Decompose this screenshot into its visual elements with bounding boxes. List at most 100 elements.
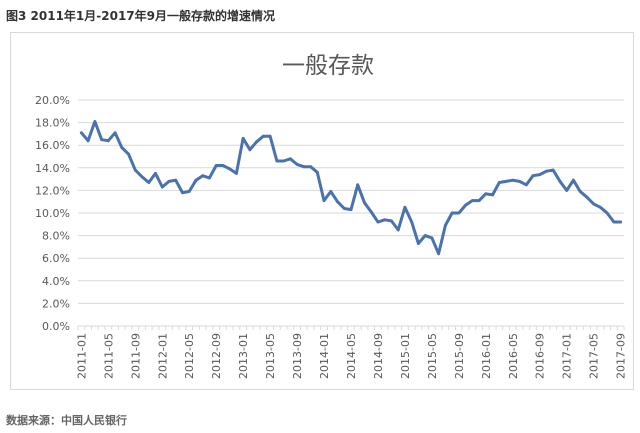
data-point	[282, 159, 285, 163]
data-point	[551, 168, 555, 172]
data-point	[127, 152, 130, 156]
data-point	[423, 234, 427, 238]
data-point	[457, 211, 461, 215]
data-point	[201, 174, 205, 178]
data-point	[565, 189, 569, 192]
y-tick-label: 18.0%	[35, 117, 70, 130]
y-tick-label: 4.0%	[42, 275, 70, 288]
data-point	[356, 183, 360, 187]
data-point	[208, 176, 211, 180]
data-point	[322, 199, 326, 203]
data-point	[235, 172, 238, 175]
data-point	[545, 169, 548, 173]
y-axis-labels: 0.0% 2.0% 4.0% 6.0% 8.0% 10.0% 12.0% 14.0% 16.0%…	[35, 94, 70, 333]
data-point	[80, 131, 83, 135]
data-point	[309, 165, 312, 169]
data-point	[504, 180, 508, 183]
y-tick-label: 0.0%	[42, 320, 70, 333]
x-tick-label: 2012-01	[156, 333, 169, 379]
data-point	[450, 211, 454, 215]
x-tick-label: 2014-01	[318, 333, 331, 379]
data-point	[86, 139, 90, 143]
x-tick-label: 2012-05	[183, 333, 196, 379]
data-point	[390, 219, 393, 223]
data-point	[255, 140, 258, 144]
data-point	[592, 202, 596, 206]
line-chart: 一般存款 0.0% 2.0% 4.0% 6.0% 8.0% 10.0% 12.0% 14.0%…	[35, 53, 628, 379]
y-tick-label: 12.0%	[35, 184, 70, 197]
x-tick-label: 2012-09	[210, 333, 223, 379]
data-point	[538, 173, 542, 177]
data-point	[288, 157, 292, 161]
data-point	[93, 120, 97, 123]
data-point	[315, 170, 319, 174]
data-point	[187, 190, 191, 193]
data-point	[106, 139, 110, 143]
x-tick-label: 2016-09	[534, 333, 547, 379]
data-point	[585, 195, 589, 199]
data-point	[383, 218, 387, 222]
y-tick-label: 8.0%	[42, 230, 70, 243]
data-point	[572, 178, 575, 182]
data-point	[578, 190, 582, 193]
gridlines	[78, 99, 624, 327]
x-tick-label: 2016-05	[507, 333, 520, 379]
data-point	[410, 220, 414, 224]
x-tick-label: 2014-05	[345, 333, 358, 379]
data-point	[295, 163, 299, 166]
x-tick-label: 2015-09	[453, 333, 466, 379]
data-point	[262, 134, 265, 138]
x-tick-label: 2015-01	[399, 333, 412, 379]
data-point	[612, 220, 616, 224]
chart-title: 一般存款	[282, 53, 374, 79]
data-point	[241, 137, 245, 140]
data-point	[403, 205, 407, 209]
data-point	[497, 181, 501, 184]
data-point	[275, 159, 279, 163]
data-point	[147, 181, 151, 184]
data-point	[268, 134, 272, 138]
data-point	[228, 167, 232, 171]
data-point	[511, 178, 515, 182]
x-tick-label: 2013-09	[291, 333, 304, 379]
chart-frame: 一般存款 0.0% 2.0% 4.0% 6.0% 8.0% 10.0% 12.0% 14.0%…	[10, 32, 634, 390]
data-point	[181, 191, 184, 195]
y-tick-label: 20.0%	[35, 94, 70, 107]
x-tick-label: 2017-05	[588, 333, 601, 379]
y-tick-label: 10.0%	[35, 207, 70, 220]
y-tick-label: 6.0%	[42, 252, 70, 265]
data-point	[417, 242, 420, 245]
data-point	[491, 193, 494, 197]
data-point	[120, 146, 124, 149]
data-point	[619, 220, 622, 224]
x-tick-label: 2015-05	[426, 333, 439, 379]
x-axis: 2011-01 2011-05 2011-09 2012-01 2012-05 2012-…	[75, 326, 628, 379]
data-point	[336, 200, 339, 204]
y-tick-label: 16.0%	[35, 139, 70, 152]
data-point	[167, 180, 171, 183]
x-tick-label: 2011-01	[75, 333, 88, 379]
data-point	[464, 203, 467, 207]
data-point	[140, 175, 144, 179]
x-tick-label: 2017-09	[615, 333, 628, 379]
x-tick-label: 2013-05	[264, 333, 277, 379]
data-point	[133, 168, 137, 172]
data-point	[605, 211, 609, 215]
data-point	[437, 252, 440, 256]
data-point	[248, 148, 252, 152]
series-layer	[79, 120, 623, 256]
data-point	[349, 208, 353, 212]
data-point	[100, 138, 103, 141]
data-point	[369, 210, 373, 214]
x-tick-label: 2013-01	[237, 333, 250, 379]
data-point	[396, 228, 400, 232]
data-point	[214, 164, 218, 167]
data-point	[154, 172, 157, 175]
y-tick-label: 2.0%	[42, 297, 70, 310]
data-point	[302, 165, 306, 169]
data-point	[194, 178, 198, 182]
data-point	[174, 178, 178, 182]
data-point	[221, 164, 225, 167]
data-point	[160, 185, 164, 189]
y-tick-label: 14.0%	[35, 162, 70, 175]
